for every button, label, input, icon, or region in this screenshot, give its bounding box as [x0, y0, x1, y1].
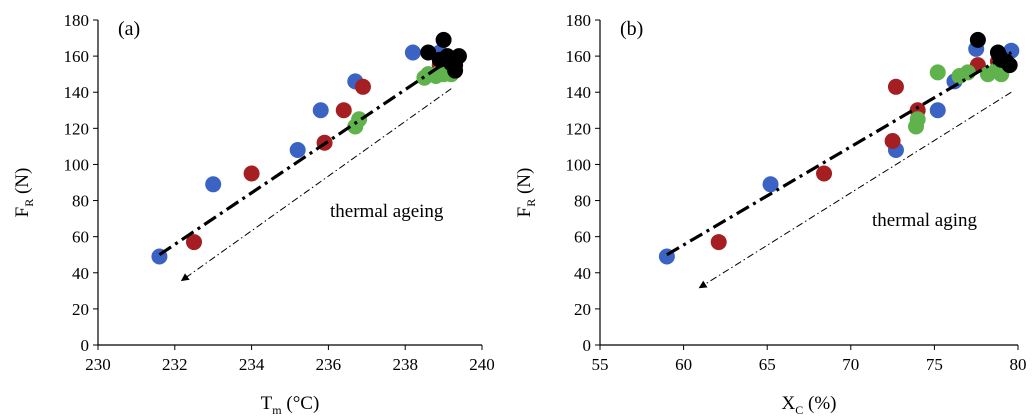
scatter-point-red: [710, 234, 727, 251]
y-tick-label: 180: [566, 11, 592, 30]
y-axis-label: FR (N): [12, 168, 36, 218]
ageing-arrow-line: [698, 91, 1012, 289]
scatter-point-green: [959, 64, 976, 81]
x-tick-label: 80: [1010, 355, 1027, 374]
y-tick-label: 140: [566, 83, 592, 102]
y-axis-label-sub: R: [22, 199, 36, 207]
x-axis-label-main: X: [782, 393, 796, 414]
y-axis-label: FR (N): [514, 168, 538, 218]
y-tick-label: 80: [72, 192, 89, 211]
x-tick-label: 55: [592, 355, 609, 374]
x-tick-label: 65: [759, 355, 776, 374]
y-tick-label: 100: [566, 155, 592, 174]
scatter-point-red: [335, 102, 352, 119]
x-axis-label-sub: m: [272, 403, 282, 417]
scatter-point-black: [435, 31, 452, 48]
annotation-label: thermal ageing: [330, 201, 444, 222]
y-axis-label-sub: R: [524, 199, 538, 207]
scatter-point-blue: [312, 102, 329, 119]
x-tick-label: 238: [392, 355, 418, 374]
scatter-point-black: [447, 57, 464, 74]
y-tick-label: 120: [566, 119, 592, 138]
chart-panel-a: 0 20 40 60 80 100 120 140 160 180 230 232 234 236 238 2…: [12, 11, 495, 417]
x-axis-label-unit: (%): [803, 393, 836, 414]
y-tick-label: 40: [72, 264, 89, 283]
x-tick-label: 230: [85, 355, 111, 374]
x-tick-label: 60: [675, 355, 692, 374]
y-axis-label-unit: (N): [12, 168, 33, 199]
scatter-point-red: [884, 132, 901, 149]
y-tick-label: 0: [81, 336, 90, 355]
scatter-point-red: [887, 78, 904, 95]
x-tick-label: 240: [469, 355, 495, 374]
x-tick-label: 236: [316, 355, 342, 374]
scatter-point-blue: [289, 142, 306, 158]
scatter-point-blue: [205, 176, 222, 193]
x-axis-label-unit: (°C): [282, 393, 320, 414]
y-tick-label: 140: [64, 83, 90, 102]
y-tick-label: 60: [574, 228, 591, 247]
y-axis-label-main: F: [12, 207, 33, 218]
x-axis-label-sub: C: [795, 403, 803, 417]
y-tick-label: 80: [574, 192, 591, 211]
y-tick-label: 60: [72, 228, 89, 247]
y-tick-label: 40: [574, 264, 591, 283]
ageing-arrow-line: [180, 88, 452, 282]
scatter-point-red: [354, 78, 371, 95]
y-tick-label: 20: [574, 300, 591, 319]
x-axis-label: Tm (°C): [261, 393, 320, 417]
annotation-label: thermal aging: [872, 210, 977, 231]
panel-label: (a): [118, 18, 140, 40]
scatter-point-black: [431, 51, 448, 68]
scatter-point-blue: [762, 176, 779, 193]
scatter-point-green: [351, 111, 368, 128]
y-tick-label: 20: [72, 300, 89, 319]
x-tick-label: 234: [239, 355, 265, 374]
x-tick-label: 75: [926, 355, 943, 374]
y-axis-label-unit: (N): [514, 168, 535, 199]
scatter-point-green: [929, 64, 946, 81]
scatter-point-red: [816, 165, 833, 182]
y-tick-label: 100: [64, 155, 90, 174]
trend-line: [666, 51, 1013, 257]
scatter-point-blue: [929, 102, 946, 119]
y-tick-label: 0: [583, 336, 592, 355]
y-tick-label: 180: [64, 11, 90, 30]
panel-label: (b): [620, 18, 643, 40]
scatter-point-blue: [404, 44, 421, 61]
scatter-point-green: [909, 111, 926, 128]
y-tick-label: 160: [64, 47, 90, 66]
y-tick-label: 120: [64, 119, 90, 138]
x-tick-label: 232: [162, 355, 188, 374]
x-axis-label-main: T: [261, 393, 273, 414]
trend-line: [158, 54, 457, 257]
chart-panel-b: 0 20 40 60 80 100 120 140 160 180 55 60 65 70 75 80 XC (…: [514, 11, 1027, 417]
y-tick-label: 160: [566, 47, 592, 66]
scatter-point-red: [186, 234, 202, 251]
scatter-point-black: [420, 44, 437, 61]
x-axis-label: XC (%): [782, 393, 837, 417]
scatter-point-black: [969, 31, 986, 48]
x-tick-label: 70: [842, 355, 859, 374]
scatter-point-red: [243, 165, 260, 182]
y-axis-label-main: F: [514, 207, 535, 218]
